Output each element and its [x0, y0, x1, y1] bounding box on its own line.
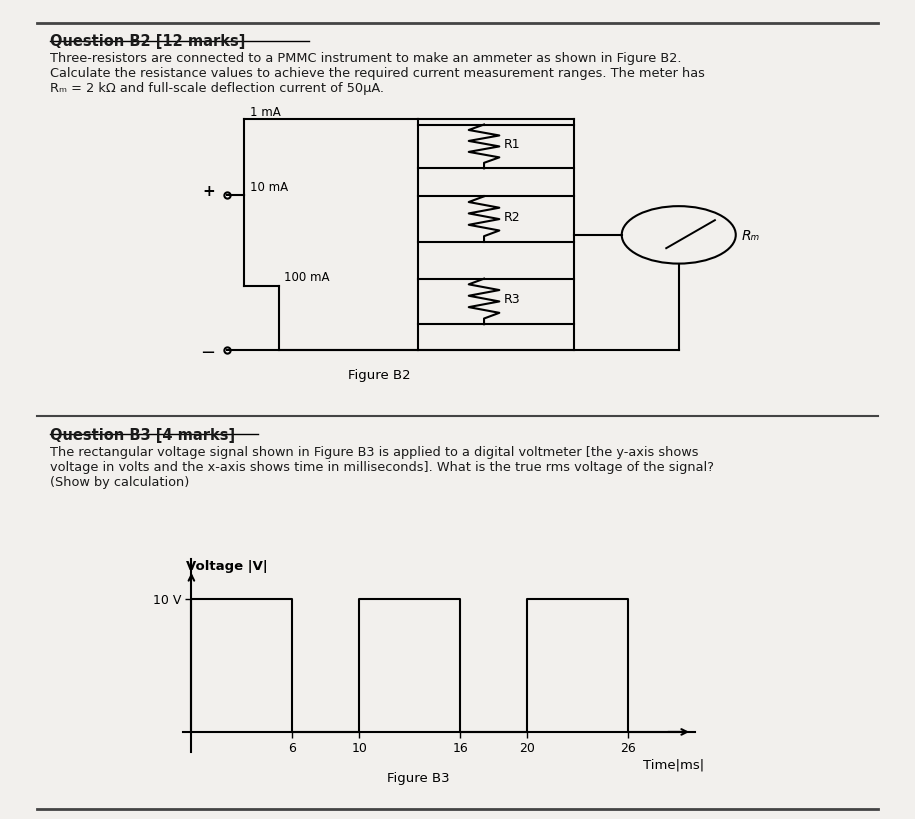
Text: +: +: [202, 184, 215, 199]
Text: Rₘ = 2 kΩ and full-scale deflection current of 50μA.: Rₘ = 2 kΩ and full-scale deflection curr…: [50, 82, 384, 95]
Text: Rₘ: Rₘ: [741, 229, 759, 243]
Text: R2: R2: [503, 210, 520, 224]
Text: Figure B2: Figure B2: [349, 369, 411, 382]
Text: 1 mA: 1 mA: [250, 106, 280, 119]
Text: voltage in volts and the x-axis shows time in milliseconds]. What is the true rm: voltage in volts and the x-axis shows ti…: [50, 461, 715, 474]
Text: Question B2 [12 marks]: Question B2 [12 marks]: [50, 34, 246, 49]
Text: (Show by calculation): (Show by calculation): [50, 476, 189, 489]
Text: Voltage |V|: Voltage |V|: [187, 559, 268, 572]
Text: Question B3 [4 marks]: Question B3 [4 marks]: [50, 428, 235, 442]
Text: R1: R1: [503, 138, 520, 152]
Text: −: −: [200, 344, 215, 362]
Text: 100 mA: 100 mA: [285, 271, 330, 284]
Text: 10 mA: 10 mA: [250, 181, 288, 194]
Text: Time|ms|: Time|ms|: [642, 758, 704, 771]
Text: Calculate the resistance values to achieve the required current measurement rang: Calculate the resistance values to achie…: [50, 67, 705, 80]
Text: The rectangular voltage signal shown in Figure B3 is applied to a digital voltme: The rectangular voltage signal shown in …: [50, 446, 699, 459]
Text: R3: R3: [503, 293, 520, 306]
Text: Figure B3: Figure B3: [387, 771, 449, 785]
Text: Three-resistors are connected to a PMMC instrument to make an ammeter as shown i: Three-resistors are connected to a PMMC …: [50, 52, 682, 66]
